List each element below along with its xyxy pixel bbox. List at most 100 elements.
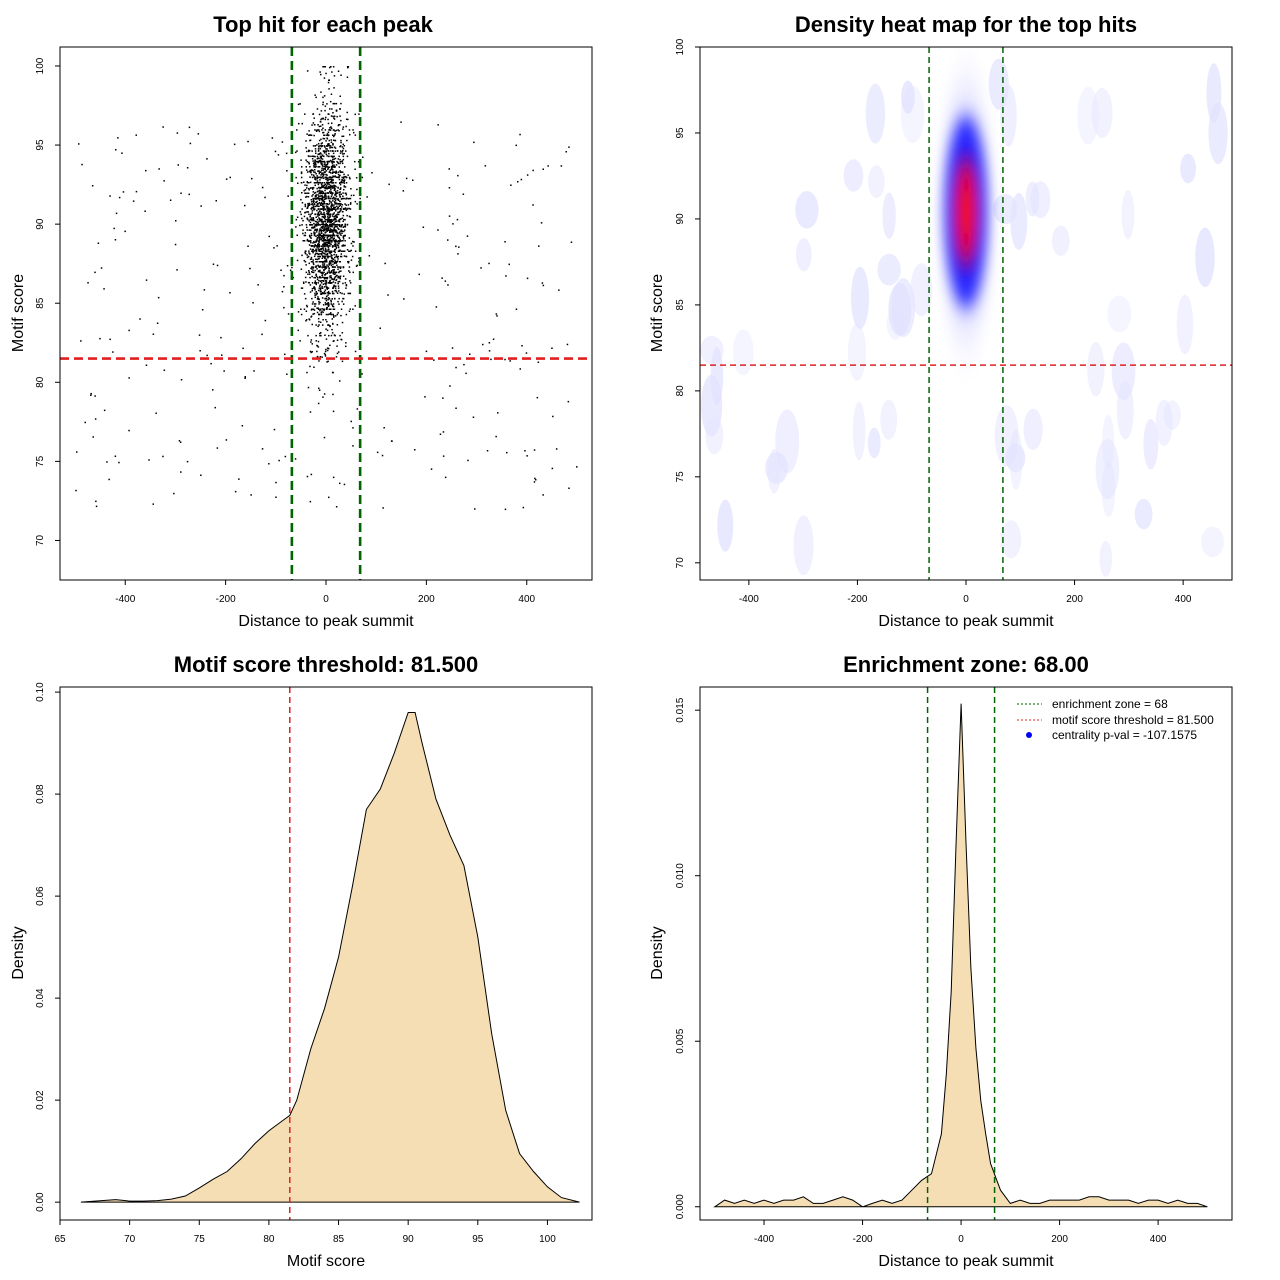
scatter-point <box>316 344 318 347</box>
scatter-point <box>354 160 356 163</box>
scatter-point <box>338 237 341 239</box>
scatter-point <box>329 192 332 194</box>
scatter-point <box>318 220 320 223</box>
scatter-point <box>321 257 324 259</box>
scatter-point <box>316 350 318 353</box>
scatter-point <box>328 297 330 299</box>
scatter-point <box>333 187 335 189</box>
scatter-point <box>349 282 352 284</box>
scatter-point <box>296 150 298 152</box>
scatter-point <box>308 150 311 152</box>
scatter-point <box>310 256 313 259</box>
scatter-point <box>329 224 331 226</box>
scatter-point <box>336 292 339 294</box>
scatter-point <box>323 163 326 166</box>
scatter-point <box>343 145 346 147</box>
scatter-point <box>317 208 320 210</box>
scatter-point <box>314 213 317 216</box>
scatter-point <box>337 258 339 260</box>
scatter-point <box>301 224 303 226</box>
scatter-point <box>331 204 333 206</box>
scatter-point <box>322 262 324 264</box>
scatter-point <box>321 190 323 193</box>
scatter-point <box>319 182 321 184</box>
scatter-point <box>315 224 317 226</box>
scatter-point <box>332 143 334 145</box>
scatter-point <box>311 287 314 290</box>
scatter-point <box>335 109 338 112</box>
scatter-point <box>321 216 324 218</box>
scatter-point <box>312 262 315 264</box>
scatter-point <box>319 261 322 263</box>
scatter-point <box>330 191 333 193</box>
scatter-point <box>328 238 331 240</box>
scatter-point <box>328 166 330 168</box>
scatter-point <box>264 319 267 322</box>
scatter-point <box>324 226 326 228</box>
scatter-point <box>327 213 329 215</box>
scatter-point <box>567 400 570 403</box>
scatter-point <box>318 205 320 208</box>
scatter-point <box>322 311 324 314</box>
scatter-point <box>335 208 337 211</box>
scatter-point <box>317 264 319 267</box>
scatter-point <box>332 261 334 263</box>
scatter-point <box>340 206 343 208</box>
scatter-point <box>313 174 315 176</box>
scatter-point <box>332 213 334 216</box>
scatter-point <box>317 307 319 309</box>
scatter-point <box>314 289 316 291</box>
scatter-point <box>323 436 326 439</box>
scatter-point <box>321 261 323 263</box>
scatter-point <box>175 220 177 222</box>
scatter-point <box>340 218 342 220</box>
scatter-point <box>320 221 323 223</box>
scatter-point <box>334 150 337 152</box>
scatter-point <box>338 178 341 181</box>
scatter-point <box>301 208 303 210</box>
scatter-point <box>526 277 529 280</box>
scatter-point <box>318 224 321 226</box>
scatter-point <box>343 180 345 183</box>
scatter-point <box>306 254 308 256</box>
scatter-point <box>314 266 317 268</box>
scatter-point <box>309 169 312 172</box>
scatter-point <box>320 334 322 337</box>
scatter-point <box>324 118 326 121</box>
scatter-point <box>330 184 332 187</box>
scatter-point <box>339 204 342 207</box>
scatter-point <box>447 284 449 286</box>
scatter-point <box>339 192 341 194</box>
scatter-point <box>163 180 165 182</box>
scatter-point <box>321 272 323 274</box>
scatter-point <box>186 167 189 169</box>
scatter-point <box>337 186 339 189</box>
scatter-point <box>314 269 316 272</box>
scatter-point <box>304 189 307 191</box>
scatter-point <box>330 234 332 237</box>
scatter-point <box>323 77 326 79</box>
scatter-point <box>286 373 288 375</box>
scatter-point <box>352 427 354 429</box>
scatter-point <box>316 213 319 216</box>
scatter-point <box>301 192 303 194</box>
scatter-point <box>323 264 325 267</box>
scatter-point <box>316 144 318 146</box>
scatter-point <box>317 211 320 214</box>
scatter-point <box>332 258 334 260</box>
scatter-point <box>319 287 322 289</box>
scatter-point <box>328 178 330 181</box>
scatter-point <box>348 215 351 218</box>
scatter-point <box>229 176 231 179</box>
scatter-point <box>327 234 329 237</box>
heatmap-faint-blob <box>852 401 866 461</box>
scatter-point <box>333 243 336 246</box>
scatter-point <box>320 157 322 160</box>
scatter-point <box>311 275 313 278</box>
scatter-point <box>337 351 340 353</box>
scatter-point <box>95 500 97 503</box>
scatter-point <box>323 292 325 295</box>
distance-density-curve <box>713 703 1208 1208</box>
scatter-point <box>334 165 336 168</box>
